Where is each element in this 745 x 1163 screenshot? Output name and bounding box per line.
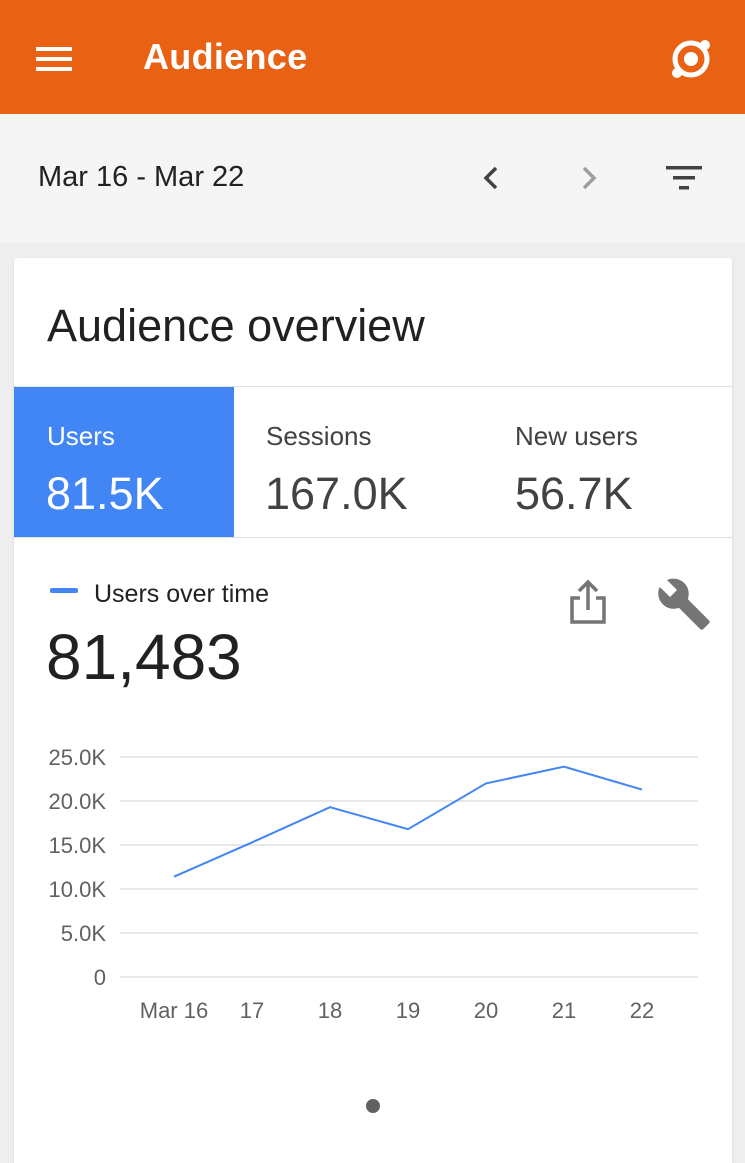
total-users-value: 81,483 — [46, 621, 242, 693]
y-tick-label: 15.0K — [49, 833, 107, 858]
metric-label: Users — [47, 421, 115, 451]
account-switcher-icon[interactable] — [664, 32, 718, 86]
x-tick-label: 21 — [552, 998, 576, 1023]
hamburger-menu-icon[interactable] — [28, 37, 80, 81]
metric-value: 81.5K — [46, 468, 164, 519]
card-title: Audience overview — [47, 300, 425, 351]
audience-overview-card: Audience overview Users 81.5K Sessions 1… — [14, 258, 732, 1163]
x-tick-label: 17 — [240, 998, 264, 1023]
filter-icon[interactable] — [664, 158, 704, 198]
users-line-chart: 0 5.0K 10.0K 15.0K 20.0K 25.0K Mar 16 17 18 19 20… — [49, 745, 698, 1023]
x-tick-label: 22 — [630, 998, 654, 1023]
metric-tab-sessions[interactable]: Sessions 167.0K — [234, 387, 482, 537]
divider — [14, 386, 732, 387]
x-tick-label: 18 — [318, 998, 342, 1023]
y-tick-label: 0 — [94, 965, 106, 990]
metric-tab-new-users[interactable]: New users 56.7K — [482, 387, 732, 537]
metric-tab-users[interactable]: Users 81.5K — [14, 387, 234, 537]
metric-label: New users — [515, 421, 638, 451]
x-tick-label: 19 — [396, 998, 420, 1023]
x-tick-label: 20 — [474, 998, 498, 1023]
y-tick-label: 10.0K — [49, 877, 107, 902]
legend-swatch — [50, 588, 78, 593]
wrench-icon[interactable] — [656, 576, 712, 632]
divider — [14, 537, 732, 538]
legend-label: Users over time — [94, 580, 270, 608]
chevron-right-icon[interactable] — [568, 158, 608, 198]
date-range-bar: Mar 16 - Mar 22 — [0, 114, 745, 242]
page-title: Audience — [143, 36, 308, 77]
metric-value: 167.0K — [265, 468, 408, 519]
series-line-users — [173, 765, 643, 878]
metric-label: Sessions — [266, 421, 372, 451]
x-tick-label: Mar 16 — [140, 998, 208, 1023]
share-icon[interactable] — [566, 576, 610, 628]
chevron-left-icon[interactable] — [472, 158, 512, 198]
app-bar: Audience — [0, 0, 745, 114]
y-tick-label: 20.0K — [49, 789, 107, 814]
y-tick-label: 25.0K — [49, 745, 107, 770]
date-range-label[interactable]: Mar 16 - Mar 22 — [38, 161, 245, 193]
page-indicator-dot[interactable] — [366, 1099, 380, 1113]
y-tick-label: 5.0K — [61, 921, 107, 946]
metric-value: 56.7K — [515, 468, 633, 519]
